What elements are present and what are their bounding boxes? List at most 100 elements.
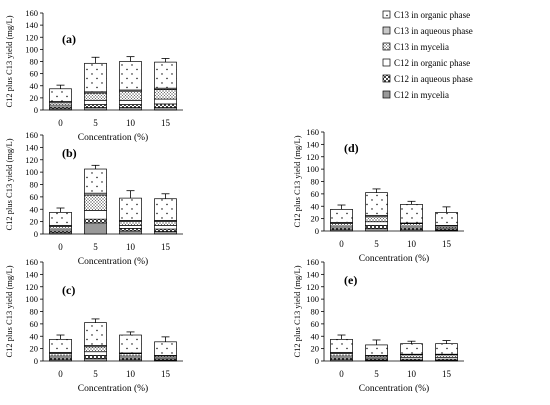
y-tick-label: 0 xyxy=(34,105,38,115)
bar-segment xyxy=(365,192,388,216)
y-tick-label: 80 xyxy=(30,307,39,317)
x-tick-label: 10 xyxy=(126,118,136,128)
bar-segment xyxy=(154,221,177,226)
y-tick-label: 140 xyxy=(25,20,38,30)
bar-segment xyxy=(400,343,423,355)
bar-segment xyxy=(400,204,423,224)
y-tick-label: 80 xyxy=(30,180,39,190)
y-tick-label: 160 xyxy=(25,8,38,18)
y-tick-label: 160 xyxy=(25,257,38,267)
bar-segment xyxy=(154,198,177,221)
y-tick-label: 0 xyxy=(315,356,319,366)
y-tick-label: 160 xyxy=(25,130,38,140)
bar-segment xyxy=(119,90,142,101)
bar-segment xyxy=(49,211,72,226)
legend-swatch xyxy=(382,10,391,19)
bar-segment xyxy=(84,92,107,101)
x-tick-label: 5 xyxy=(93,242,98,252)
bar-segment xyxy=(119,230,142,235)
bar-segment xyxy=(365,344,388,356)
y-tick-label: 40 xyxy=(30,204,39,214)
bar-segment xyxy=(154,103,177,108)
x-tick-label: 10 xyxy=(126,242,136,252)
panel-label: (c) xyxy=(62,283,75,297)
bar-segment xyxy=(435,343,458,355)
bar-segment xyxy=(84,351,107,356)
legend-swatch xyxy=(382,90,391,99)
y-axis-title: C12 plus C13 yield (mg/L) xyxy=(292,265,302,357)
bar-segment xyxy=(365,221,388,226)
x-axis-title: Concentration (%) xyxy=(78,383,148,394)
x-tick-label: 15 xyxy=(161,242,171,252)
y-axis-title: C12 plus C13 yield (mg/L) xyxy=(4,15,14,107)
bar-segment xyxy=(119,334,142,354)
bar-segment xyxy=(330,353,353,357)
bar-segment xyxy=(330,223,353,227)
x-tick-label: 0 xyxy=(58,369,63,379)
x-tick-label: 10 xyxy=(407,239,417,249)
chart-panel: 0 20 40 60 80 100 120 140 160 0 5 10 15 (d) Concentrat… xyxy=(292,127,464,264)
panel-label: (d) xyxy=(344,141,359,155)
bar-segment xyxy=(119,228,142,232)
bar-segment xyxy=(49,353,72,357)
y-tick-label: 20 xyxy=(30,93,39,103)
x-tick-label: 15 xyxy=(161,118,171,128)
y-tick-label: 0 xyxy=(34,229,38,239)
y-tick-label: 60 xyxy=(30,192,39,202)
bar-segment xyxy=(154,341,177,356)
y-tick-label: 120 xyxy=(306,152,319,162)
bar-segment xyxy=(154,98,177,105)
legend: C13 in organic phase C13 in aqueous phase… xyxy=(382,10,473,100)
x-tick-label: 15 xyxy=(442,369,452,379)
y-tick-label: 100 xyxy=(306,294,319,304)
y-tick-label: 60 xyxy=(30,319,39,329)
x-tick-label: 0 xyxy=(58,118,63,128)
legend-label: C13 in aqueous phase xyxy=(394,26,473,36)
y-tick-label: 120 xyxy=(306,282,319,292)
x-tick-label: 5 xyxy=(374,369,379,379)
y-tick-label: 80 xyxy=(30,57,39,67)
x-axis-title: Concentration (%) xyxy=(78,132,148,143)
x-tick-label: 5 xyxy=(93,369,98,379)
bar-segment xyxy=(119,221,142,226)
bar-segment xyxy=(84,107,107,111)
bar-segment xyxy=(154,61,177,89)
bar-segment xyxy=(154,231,177,235)
bar-segment xyxy=(119,197,142,221)
bar-segment xyxy=(49,88,72,102)
y-tick-label: 40 xyxy=(30,331,39,341)
bar-segment xyxy=(84,358,107,362)
legend-swatch xyxy=(382,42,391,51)
bar-segment xyxy=(154,228,177,232)
y-tick-label: 20 xyxy=(30,344,39,354)
bar-segment xyxy=(49,338,72,353)
y-tick-label: 80 xyxy=(311,307,320,317)
y-tick-label: 140 xyxy=(306,269,319,279)
y-tick-label: 0 xyxy=(315,226,319,236)
y-tick-label: 120 xyxy=(25,282,38,292)
x-axis-title: Concentration (%) xyxy=(359,383,429,394)
y-tick-label: 120 xyxy=(25,155,38,165)
bar-segment xyxy=(119,104,142,108)
y-tick-label: 160 xyxy=(306,127,319,137)
y-tick-label: 20 xyxy=(311,344,320,354)
y-tick-label: 60 xyxy=(30,69,39,79)
bar-segment xyxy=(154,107,177,111)
y-tick-label: 100 xyxy=(306,164,319,174)
bar-segment xyxy=(119,107,142,111)
bar-segment xyxy=(400,223,423,227)
x-tick-label: 10 xyxy=(126,369,136,379)
panel-label: (b) xyxy=(62,146,77,160)
legend-label: C13 in mycelia xyxy=(394,42,449,52)
y-tick-label: 40 xyxy=(311,331,320,341)
y-tick-label: 100 xyxy=(25,44,38,54)
y-tick-label: 40 xyxy=(30,81,39,91)
y-tick-label: 120 xyxy=(25,32,38,42)
y-tick-label: 20 xyxy=(30,217,39,227)
y-tick-label: 80 xyxy=(311,177,320,187)
bar-segment xyxy=(330,208,353,223)
panel-label: (e) xyxy=(344,273,357,287)
x-tick-label: 10 xyxy=(407,369,417,379)
